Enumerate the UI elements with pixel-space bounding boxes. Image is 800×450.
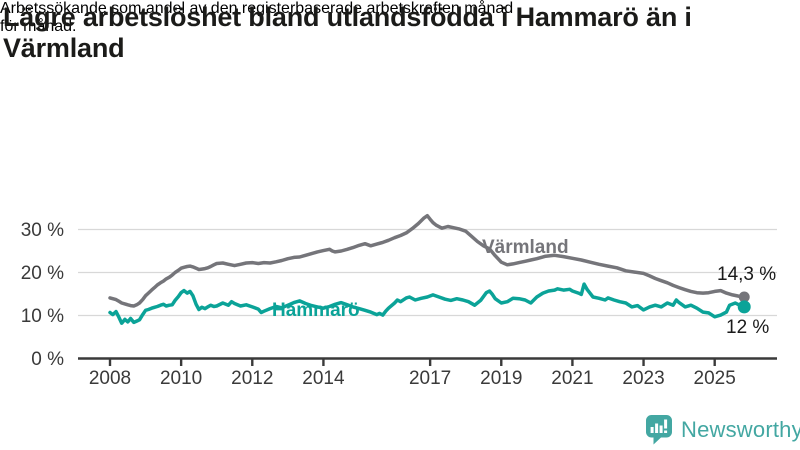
x-axis-label: 2019 xyxy=(480,368,522,389)
x-axis-label: 2021 xyxy=(551,368,593,389)
page-title: Lägre arbetslöshet bland utlandsfödda i … xyxy=(3,2,797,64)
x-axis-label: 2010 xyxy=(160,368,202,389)
x-axis-label: 2025 xyxy=(694,368,736,389)
page-title-line-1: Lägre arbetslöshet bland utlandsfödda i … xyxy=(3,2,692,32)
end-dot-varmland xyxy=(738,291,750,303)
y-axis-label: 10 % xyxy=(21,306,64,327)
x-axis-label: 2008 xyxy=(89,368,131,389)
brand-name: Newsworthy xyxy=(681,416,800,442)
end-value-label-varmland: 14,3 % xyxy=(717,264,777,285)
x-axis-label: 2017 xyxy=(409,368,451,389)
newsworthy-brand: Newsworthy xyxy=(645,414,800,445)
bar-chart-speech-bubble-icon xyxy=(646,415,672,445)
y-axis-label: 20 % xyxy=(21,263,64,284)
x-axis-label: 2023 xyxy=(622,368,664,389)
y-axis-label: 30 % xyxy=(21,220,64,241)
series-label-varmland: Värmland xyxy=(482,237,569,258)
y-axis-label: 0 % xyxy=(31,349,64,370)
x-axis-label: 2014 xyxy=(302,368,345,389)
chart-header: Lägre arbetslöshet bland utlandsfödda i … xyxy=(0,0,800,63)
series-line-varmland xyxy=(108,213,746,308)
chart-subtitle-line-2: för månad. xyxy=(0,18,77,35)
series-label-hammaro: Hammarö xyxy=(272,300,360,321)
x-axis-label: 2012 xyxy=(231,368,273,389)
chart-subtitle-line-1: Arbetssökande som andel av den registerb… xyxy=(0,0,514,17)
series-line-hammaro xyxy=(108,282,746,325)
page-title-line-2: Värmland xyxy=(3,32,125,63)
end-dot-hammaro xyxy=(737,300,751,314)
end-value-label-hammaro: 12 % xyxy=(726,317,770,338)
